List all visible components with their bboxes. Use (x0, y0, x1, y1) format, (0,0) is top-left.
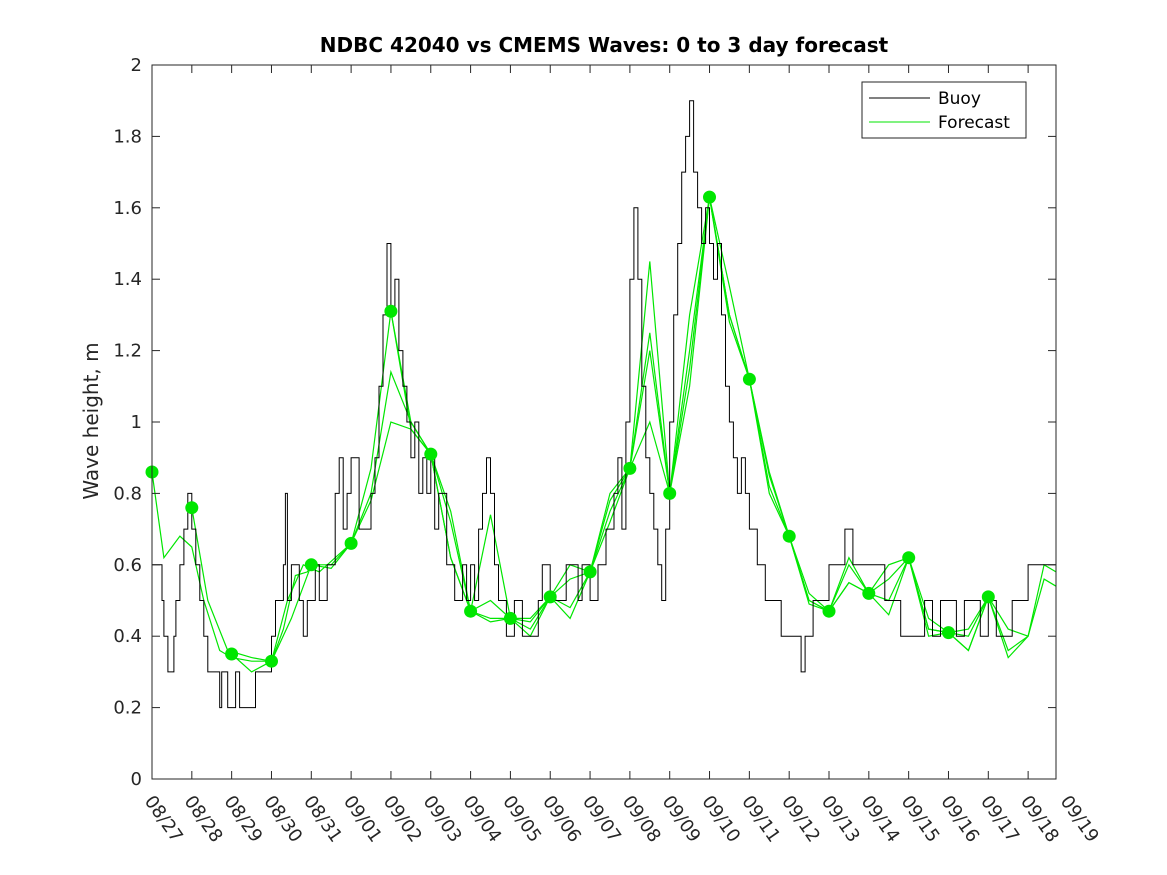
y-tick-label-7: 1.4 (113, 269, 142, 290)
forecast-marker-16 (782, 529, 796, 543)
legend-label-forecast: Forecast (938, 113, 1010, 133)
plot-area (145, 65, 1057, 779)
plot-background (152, 65, 1056, 779)
forecast-marker-20 (942, 626, 955, 640)
forecast-marker-17 (822, 604, 836, 618)
forecast-line-20 (948, 578, 1057, 659)
y-tick-label-2: 0.4 (113, 626, 142, 647)
forecast-marker-3 (265, 654, 278, 668)
forecast-marker-2 (225, 647, 239, 661)
forecast-marker-1 (185, 501, 199, 515)
chart-title: NDBC 42040 vs CMEMS Waves: 0 to 3 day fo… (320, 33, 889, 57)
y-tick-label-0: 0 (131, 769, 142, 790)
forecast-marker-14 (703, 190, 716, 204)
y-axis-label: Wave height, m (79, 342, 103, 499)
y-tick-label-10: 2 (131, 55, 142, 76)
forecast-marker-15 (742, 372, 756, 386)
y-tick-label-5: 1 (131, 412, 142, 433)
y-tick-label-9: 1.8 (113, 126, 142, 147)
buoy-line-group (152, 100, 1056, 709)
forecast-marker-12 (623, 461, 637, 475)
forecast-marker-5 (344, 536, 358, 550)
forecast-marker-9 (503, 611, 517, 625)
forecast-marker-10 (543, 590, 557, 604)
forecast-marker-21 (981, 590, 995, 604)
legend: Buoy Forecast (861, 81, 1027, 139)
forecast-marker-8 (464, 604, 478, 618)
forecast-marker-4 (304, 558, 318, 572)
forecast-marker-18 (862, 586, 876, 600)
forecast-markers (145, 190, 995, 668)
forecast-marker-13 (663, 486, 677, 500)
forecast-marker-6 (384, 304, 398, 318)
buoy-line (152, 100, 1056, 709)
forecast-marker-11 (583, 565, 597, 579)
y-tick-label-6: 1.2 (113, 341, 142, 362)
legend-label-buoy: Buoy (938, 89, 981, 109)
y-tick-label-1: 0.2 (113, 698, 142, 719)
y-tick-label-4: 0.8 (113, 483, 142, 504)
y-tick-label-3: 0.6 (113, 555, 142, 576)
y-axis-ticks: 0 0.2 0.4 0.6 0.8 1 1.2 1.4 1.6 1.8 2 (113, 55, 1056, 790)
forecast-marker-19 (902, 551, 916, 565)
legend-box (861, 81, 1027, 139)
forecast-line-2 (231, 542, 352, 673)
y-tick-label-8: 1.6 (113, 198, 142, 219)
forecast-marker-7 (424, 447, 438, 461)
